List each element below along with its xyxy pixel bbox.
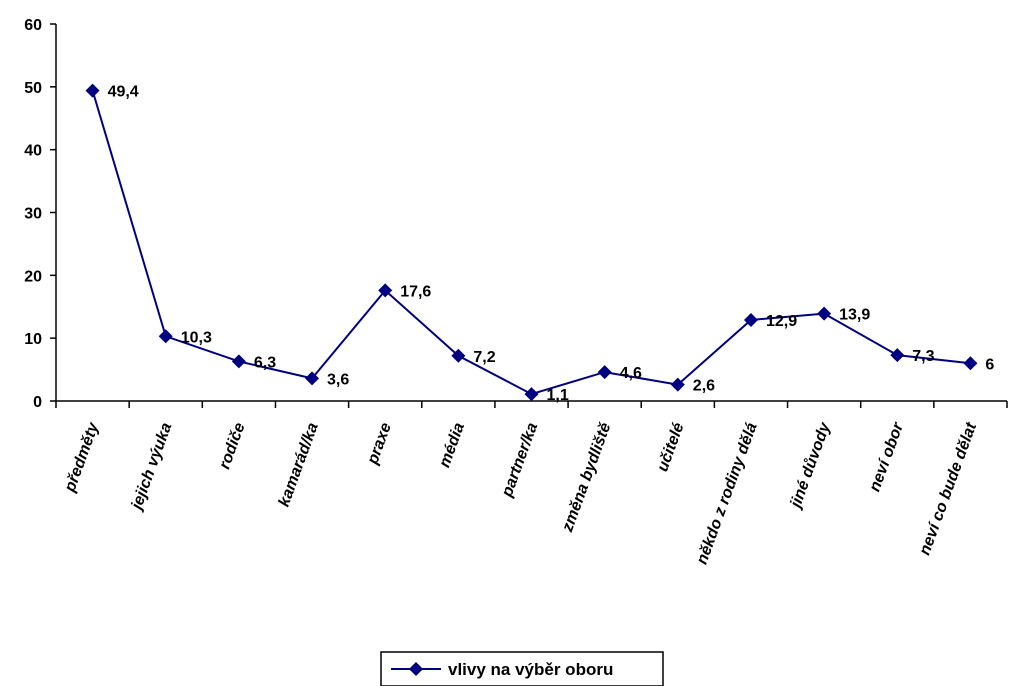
series-line — [91, 90, 971, 396]
x-category-label: média — [436, 420, 468, 469]
data-point-marker — [85, 83, 100, 98]
x-category-label: změna bydliště — [559, 420, 615, 535]
x-category-label: někdo z rodiny dělá — [694, 420, 761, 566]
x-category-label: jiné důvody — [787, 420, 834, 512]
data-point-marker — [743, 312, 758, 327]
data-label: 7,3 — [912, 348, 934, 365]
data-label: 4,6 — [620, 365, 642, 382]
x-axis-ticks — [55, 401, 1008, 408]
series-markers — [85, 83, 978, 402]
x-category-label: rodiče — [216, 420, 248, 471]
data-label: 12,9 — [766, 313, 797, 330]
x-category-label: kamarád/ka — [276, 420, 322, 509]
data-point-marker — [231, 354, 246, 369]
data-label: 6,3 — [254, 354, 276, 371]
data-point-marker — [597, 365, 612, 380]
legend-label: vlivy na výběr oboru — [448, 660, 613, 679]
data-point-marker — [378, 283, 393, 298]
y-tick-label: 50 — [24, 80, 42, 97]
data-point-marker — [524, 387, 539, 402]
y-tick-label: 20 — [24, 268, 42, 285]
data-label: 7,2 — [473, 349, 495, 366]
x-category-label: partner/ka — [498, 420, 541, 500]
x-category-label: předměty — [61, 420, 102, 495]
data-point-marker — [963, 356, 978, 371]
data-label: 49,4 — [108, 84, 139, 101]
data-label: 13,9 — [839, 307, 870, 324]
data-label: 6 — [985, 356, 994, 373]
y-tick-label: 30 — [24, 206, 42, 223]
x-category-label: neví co bude dělat — [916, 420, 980, 558]
data-label: 2,6 — [693, 378, 715, 395]
x-category-label: praxe — [364, 420, 395, 467]
y-tick-label: 60 — [24, 17, 42, 34]
data-point-marker — [158, 329, 173, 344]
data-point-marker — [817, 306, 832, 321]
y-tick-label: 10 — [24, 331, 42, 348]
data-point-marker — [305, 371, 320, 386]
data-label: 3,6 — [327, 371, 349, 388]
data-point-marker — [670, 377, 685, 392]
x-category-label: jejich výuka — [128, 420, 176, 513]
legend-marker — [409, 662, 423, 676]
data-label: 17,6 — [400, 283, 431, 300]
y-tick-label: 40 — [24, 143, 42, 160]
data-label: 10,3 — [181, 329, 212, 346]
x-category-label: učitelé — [654, 420, 687, 474]
data-label: 1,1 — [547, 387, 569, 404]
data-point-marker — [451, 348, 466, 363]
legend: vlivy na výběr oboru — [380, 651, 664, 686]
y-tick-label: 0 — [33, 394, 42, 411]
x-axis-labels: předměty jejich výuka rodiče kamarád/ka prax… — [61, 420, 980, 567]
data-point-marker — [890, 348, 905, 363]
y-axis-ticks: 0 10 20 30 40 50 60 — [24, 17, 56, 411]
x-category-label: neví obor — [866, 420, 907, 494]
data-labels: 49,4 10,3 6,3 3,6 17,6 7,2 1,1 4,6 2,6 12,9 13,9 7,… — [108, 84, 995, 404]
